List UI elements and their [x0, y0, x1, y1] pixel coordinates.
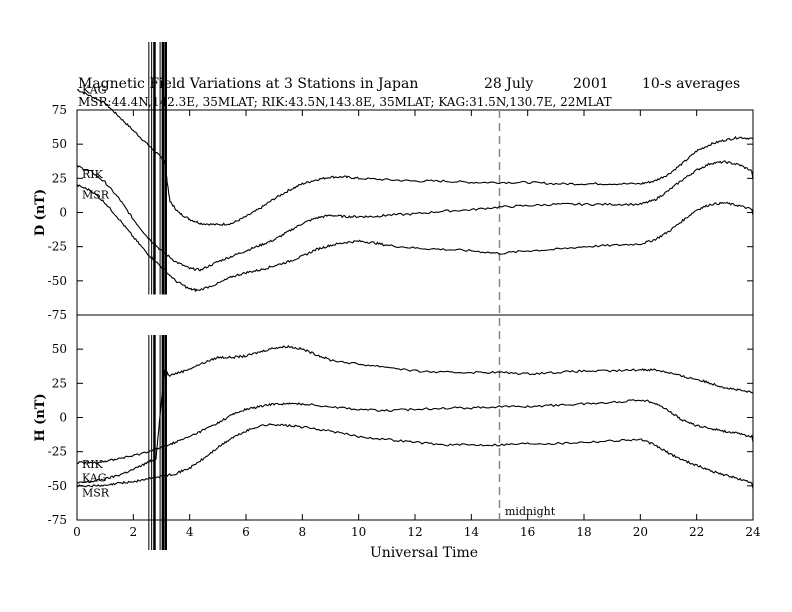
x-tick-label: 6	[242, 525, 250, 539]
x-tick-label: 2	[130, 525, 138, 539]
x-tick-label: 22	[689, 525, 704, 539]
y-tick-label: 25	[52, 376, 67, 390]
y-axis-title: D (nT)	[33, 189, 48, 236]
panel-d: 75 50 25 0 -25 -50 -75 D (nT) KAG RIK MSR	[33, 42, 754, 322]
x-axis-title: Universal Time	[370, 545, 478, 561]
chart-overlay: midnight Universal Time	[370, 505, 556, 561]
series-msr-h	[76, 423, 754, 489]
series-rik-d	[76, 160, 754, 272]
series-msr-d	[76, 184, 754, 293]
series-kag-h	[76, 344, 754, 484]
y-tick-label: -25	[48, 240, 67, 254]
y-tick-label: 50	[52, 137, 67, 151]
x-tick-label: 4	[186, 525, 194, 539]
chart-averaging: 10-s averages	[642, 76, 740, 92]
station-label-kag: KAG	[82, 472, 107, 485]
station-label-rik: RIK	[82, 168, 104, 181]
x-tick-label: 16	[520, 525, 535, 539]
y-tick-label: 0	[59, 206, 67, 220]
station-label-rik: RIK	[82, 458, 104, 471]
y-tick-label: -75	[48, 308, 67, 322]
x-tick-label: 10	[351, 525, 366, 539]
chart-title: Magnetic Field Variations at 3 Stations …	[78, 76, 418, 92]
x-tick-label: 18	[576, 525, 591, 539]
chart-title-group: Magnetic Field Variations at 3 Stations …	[78, 76, 740, 109]
y-tick-label: -75	[48, 513, 67, 527]
x-tick-label: 0	[73, 525, 81, 539]
x-tick-label: 14	[464, 525, 480, 539]
y-tick-label: -50	[48, 479, 67, 493]
series-rik-h	[76, 399, 754, 465]
y-tick-label: 75	[52, 103, 67, 117]
chart-date: 28 July	[484, 76, 533, 92]
station-label-msr: MSR	[82, 189, 110, 202]
midnight-label: midnight	[505, 505, 556, 518]
y-tick-label: 50	[52, 342, 67, 356]
y-tick-label: 0	[59, 411, 67, 425]
y-tick-label: -25	[48, 445, 67, 459]
x-tick-label: 8	[299, 525, 307, 539]
y-tick-label: 25	[52, 171, 67, 185]
chart-subtitle: MSR:44.4N,142.3E, 35MLAT; RIK:43.5N,143.…	[78, 95, 612, 109]
y-axis-title: H (nT)	[33, 393, 48, 441]
chart-year: 2001	[573, 76, 609, 92]
x-tick-label: 12	[407, 525, 422, 539]
x-tick-label: 24	[745, 525, 761, 539]
station-label-msr: MSR	[82, 487, 110, 500]
station-label-kag: KAG	[82, 84, 107, 97]
series-kag-d	[76, 88, 754, 226]
y-tick-label: -50	[48, 274, 67, 288]
x-tick-label: 20	[633, 525, 648, 539]
